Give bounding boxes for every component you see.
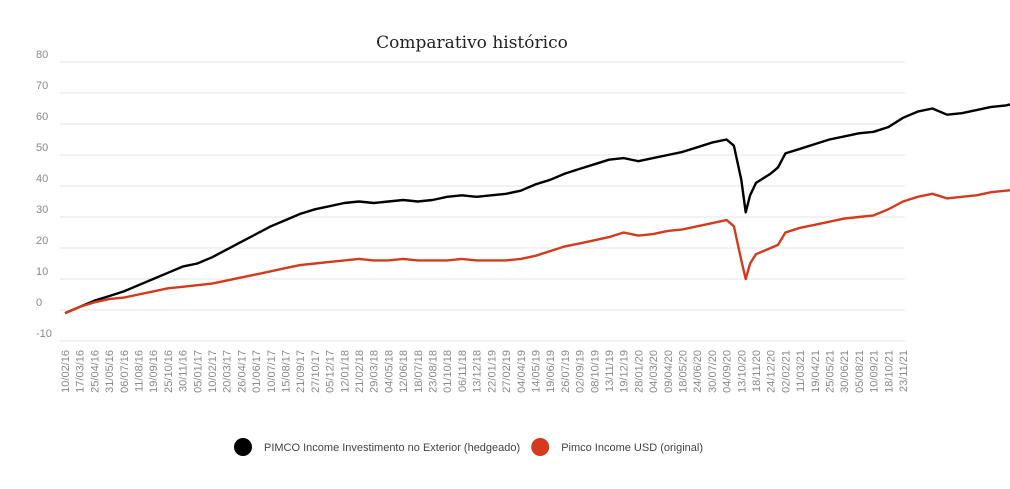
x-tick-label: 19/09/16	[148, 350, 160, 393]
x-tick-label: 09/04/20	[663, 350, 675, 393]
x-tick-label: 30/07/20	[707, 350, 719, 393]
x-tick-label: 25/10/16	[163, 350, 175, 393]
x-tick-label: 30/06/21	[839, 350, 851, 393]
x-tick-label: 27/02/19	[501, 350, 513, 393]
x-tick-label: 23/11/21	[898, 350, 910, 392]
x-tick-label: 17/03/16	[75, 350, 87, 393]
x-tick-label: 01/10/18	[442, 350, 454, 393]
x-tick-label: 04/05/18	[383, 350, 395, 393]
x-tick-label: 26/04/17	[236, 350, 248, 393]
x-tick-label: 18/10/21	[883, 350, 895, 393]
x-tick-label: 04/09/20	[722, 350, 734, 393]
x-tick-label: 24/06/20	[692, 350, 704, 393]
x-tick-label: 27/10/17	[310, 350, 322, 393]
x-tick-label: 30/11/16	[178, 350, 190, 392]
y-tick-label: 50	[36, 142, 48, 154]
x-tick-label: 25/04/16	[89, 350, 101, 393]
x-tick-label: 10/07/17	[266, 350, 278, 393]
x-tick-label: 18/05/20	[677, 350, 689, 393]
x-tick-label: 11/08/16	[134, 350, 146, 392]
x-tick-label: 26/07/19	[560, 350, 572, 393]
y-tick-label: 10	[36, 266, 48, 278]
x-tick-label: 10/02/16	[60, 350, 72, 393]
x-tick-label: 19/04/21	[810, 350, 822, 393]
x-tick-label: 19/06/19	[545, 350, 557, 393]
x-tick-label: 19/12/19	[619, 350, 631, 393]
y-tick-label: 70	[36, 80, 48, 92]
x-tick-label: 13/10/20	[736, 350, 748, 393]
x-tick-label: 04/04/19	[516, 350, 528, 393]
legend-label-1: PIMCO Income Investimento no Exterior (h…	[264, 442, 520, 454]
legend-marker-1	[234, 438, 252, 456]
x-tick-label: 31/05/16	[104, 350, 116, 393]
legend-label-2: Pimco Income USD (original)	[561, 442, 703, 454]
x-tick-label: 10/09/21	[869, 350, 881, 393]
x-tick-label: 02/09/19	[575, 350, 587, 393]
x-tick-label: 06/11/18	[457, 350, 469, 392]
x-tick-label: 18/11/20	[751, 350, 763, 392]
legend: PIMCO Income Investimento no Exterior (h…	[234, 438, 703, 456]
x-tick-label: 08/10/19	[589, 350, 601, 393]
series-line-1	[64, 103, 1010, 315]
x-tick-label: 13/11/19	[604, 350, 616, 392]
x-tick-label: 25/05/21	[824, 350, 836, 393]
y-tick-label: 30	[36, 204, 48, 216]
y-tick-label: 80	[36, 49, 48, 61]
x-tick-label: 04/03/20	[648, 350, 660, 393]
x-tick-label: 05/01/17	[192, 350, 204, 393]
gridlines	[60, 61, 905, 342]
x-tick-label: 22/01/19	[486, 350, 498, 393]
x-tick-label: 05/12/17	[325, 350, 337, 393]
series-lines	[64, 103, 1010, 315]
x-tick-label: 21/02/18	[354, 350, 366, 393]
x-tick-label: 18/07/18	[413, 350, 425, 393]
x-tick-label: 11/03/21	[795, 350, 807, 392]
x-tick-label: 23/08/18	[428, 350, 440, 393]
y-tick-label: 60	[36, 111, 48, 123]
x-tick-label: 13/12/18	[472, 350, 484, 393]
y-tick-label: -10	[36, 328, 52, 340]
x-tick-label: 20/03/17	[222, 350, 234, 393]
x-tick-label: 06/07/16	[119, 350, 131, 393]
x-tick-label: 24/12/20	[766, 350, 778, 393]
x-tick-label: 28/01/20	[633, 350, 645, 393]
y-tick-label: 40	[36, 173, 48, 185]
x-tick-label: 12/06/18	[398, 350, 410, 393]
legend-marker-2	[531, 438, 550, 456]
x-tick-label: 29/03/18	[369, 350, 381, 393]
x-tick-label: 10/02/17	[207, 350, 219, 393]
x-tick-label: 02/02/21	[780, 350, 792, 393]
x-tick-label: 05/08/21	[854, 350, 866, 393]
y-axis-ticks: 80 70 60 50 40 30 20 10 0 -10	[36, 49, 52, 340]
chart-title: Comparativo histórico	[376, 33, 568, 53]
x-tick-label: 21/09/17	[295, 350, 307, 393]
x-tick-label: 12/01/18	[339, 350, 351, 393]
x-axis-ticks: 10/02/16 17/03/16 25/04/16 31/05/16 06/07/16…	[60, 350, 910, 393]
x-tick-label: 15/08/17	[281, 350, 293, 393]
y-tick-label: 0	[36, 297, 42, 309]
x-tick-label: 01/06/17	[251, 350, 263, 393]
series-line-2	[64, 189, 1010, 315]
x-tick-label: 14/05/19	[530, 350, 542, 393]
y-tick-label: 20	[36, 235, 48, 247]
